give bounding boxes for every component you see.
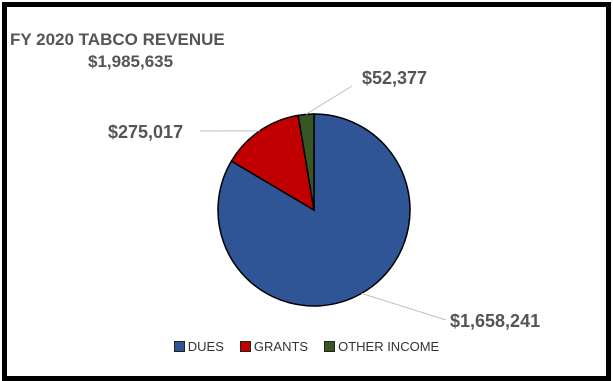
legend-item-dues: DUES	[173, 339, 224, 354]
slice-grants	[230, 114, 316, 212]
leader-line	[305, 85, 353, 115]
legend-swatch-other-income	[324, 341, 336, 352]
data-label-dues: $1,658,241	[450, 311, 540, 331]
legend-label-grants: GRANTS	[253, 339, 309, 354]
data-label-grants: $275,017	[108, 122, 183, 142]
legend-label-other-income: OTHER INCOME	[338, 339, 440, 354]
legend-swatch-grants	[239, 341, 251, 352]
legend-item-grants: GRANTS	[239, 339, 309, 354]
leader-line	[361, 292, 447, 321]
legend-item-other-income: OTHER INCOME	[324, 339, 439, 354]
legend: DUES GRANTS OTHER INCOME	[0, 339, 613, 354]
data-label-other-income: $52,377	[362, 68, 427, 88]
legend-swatch-dues	[173, 341, 185, 352]
chart-title: FY 2020 TABCO REVENUE	[10, 30, 225, 49]
chart-subtitle: $1,985,635	[88, 52, 174, 71]
legend-label-dues: DUES	[187, 339, 224, 354]
